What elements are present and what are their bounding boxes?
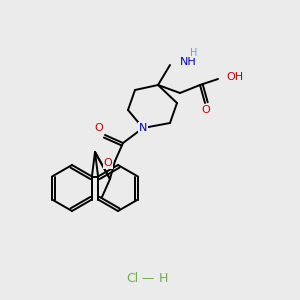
Text: O: O: [202, 105, 210, 115]
Text: Cl: Cl: [126, 272, 138, 284]
Text: H: H: [158, 272, 168, 284]
Text: O: O: [94, 123, 103, 133]
Text: O: O: [103, 158, 112, 168]
Text: NH: NH: [180, 57, 197, 67]
Text: OH: OH: [226, 72, 243, 82]
Text: H: H: [190, 48, 197, 58]
Text: N: N: [139, 123, 147, 133]
Text: —: —: [138, 272, 158, 284]
